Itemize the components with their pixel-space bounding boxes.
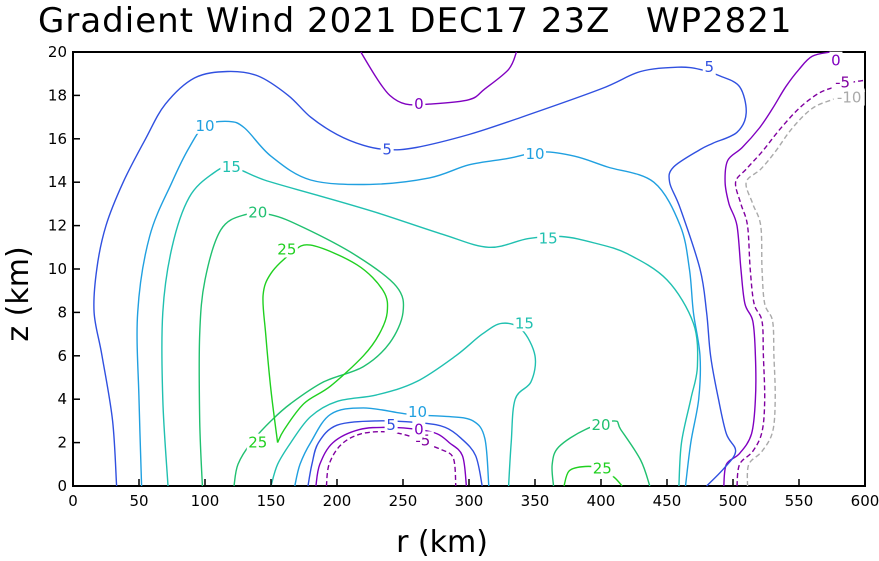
contour-label: 25	[277, 240, 296, 258]
contour-label-background	[246, 433, 269, 451]
x-tick-label: 200	[323, 492, 352, 510]
x-tick-label: 350	[521, 492, 550, 510]
contour-line	[270, 322, 537, 487]
contour-label: 10	[525, 145, 544, 163]
contour-label-background	[829, 51, 843, 69]
contour-line	[315, 426, 468, 487]
y-tick-label: 14	[48, 173, 67, 191]
contour-label: 20	[591, 416, 610, 434]
contour-line	[198, 212, 405, 487]
contour-label-background	[591, 459, 614, 477]
contour-line	[93, 66, 747, 487]
contour-label: 25	[593, 460, 612, 478]
y-tick-label: 4	[57, 390, 67, 408]
y-tick-label: 8	[57, 303, 67, 321]
y-tick-label: 12	[48, 217, 67, 235]
contour-label-background	[702, 58, 716, 76]
contour-line	[360, 51, 518, 106]
contour-line	[294, 407, 490, 487]
contour-label-background	[831, 73, 854, 91]
y-tick-label: 6	[57, 347, 67, 365]
contour-label: 0	[414, 421, 424, 439]
x-tick-label: 100	[191, 492, 220, 510]
contour-line	[161, 166, 699, 487]
chart-title: Gradient Wind 2021 DEC17 23Z WP2821	[38, 1, 793, 41]
contour-label-background	[590, 416, 612, 434]
x-tick-label: 300	[455, 492, 484, 510]
contour-label: 20	[248, 204, 267, 222]
contour-label-background	[406, 403, 429, 421]
contour-label: 10	[408, 403, 427, 421]
y-tick-label: 20	[48, 43, 67, 61]
contour-label-background	[220, 158, 243, 176]
y-tick-label: 10	[48, 260, 67, 278]
contour-label-background	[412, 95, 426, 113]
contour-label: 0	[414, 95, 424, 113]
contour-line	[734, 79, 866, 487]
contour-label: 15	[515, 314, 534, 332]
axes: 0 50 100 150 200 250 300 350 400 450 500 550 6000246…	[48, 43, 879, 510]
contour-label: 5	[386, 416, 396, 434]
contour-line	[723, 51, 831, 487]
x-tick-label: 250	[389, 492, 418, 510]
contour-label: 15	[539, 230, 558, 248]
x-axis-label: r (km)	[396, 525, 488, 560]
contour-label-background	[384, 416, 398, 434]
contour-label-background	[513, 314, 536, 332]
contour-label-background	[524, 144, 546, 162]
contour-line	[745, 90, 866, 487]
contour-label: 10	[195, 117, 214, 135]
contour-line	[262, 244, 389, 443]
contour-label: 0	[831, 52, 841, 70]
contour-label-background	[246, 203, 269, 221]
contour-label-background	[380, 140, 394, 158]
contour-line	[136, 120, 702, 487]
x-tick-label: 400	[587, 492, 616, 510]
contour-line	[325, 430, 457, 487]
y-axis-label: z (km)	[1, 246, 36, 341]
contour-label-background	[537, 229, 560, 247]
y-tick-label: 16	[48, 130, 67, 148]
x-tick-label: 550	[785, 492, 814, 510]
x-tick-label: 600	[851, 492, 879, 510]
y-tick-label: 0	[57, 477, 67, 495]
x-tick-label: 450	[653, 492, 682, 510]
y-tick-label: 2	[57, 434, 67, 452]
contour-label: -5	[835, 73, 850, 91]
contour-label-background	[412, 420, 426, 438]
y-tick-label: 18	[48, 86, 67, 104]
contour-label: -10	[837, 89, 862, 107]
contour-label-background	[833, 88, 865, 106]
contour-label: 5	[382, 141, 392, 159]
contour-label: 15	[222, 158, 241, 176]
contour-line	[307, 420, 483, 487]
x-tick-label: 0	[68, 492, 78, 510]
contour-label: 25	[248, 434, 267, 452]
x-tick-label: 500	[719, 492, 748, 510]
x-tick-label: 150	[257, 492, 286, 510]
contour-label-background	[194, 116, 216, 134]
contour-label: 5	[704, 58, 714, 76]
x-tick-label: 50	[129, 492, 148, 510]
contour-label-background	[275, 240, 298, 258]
